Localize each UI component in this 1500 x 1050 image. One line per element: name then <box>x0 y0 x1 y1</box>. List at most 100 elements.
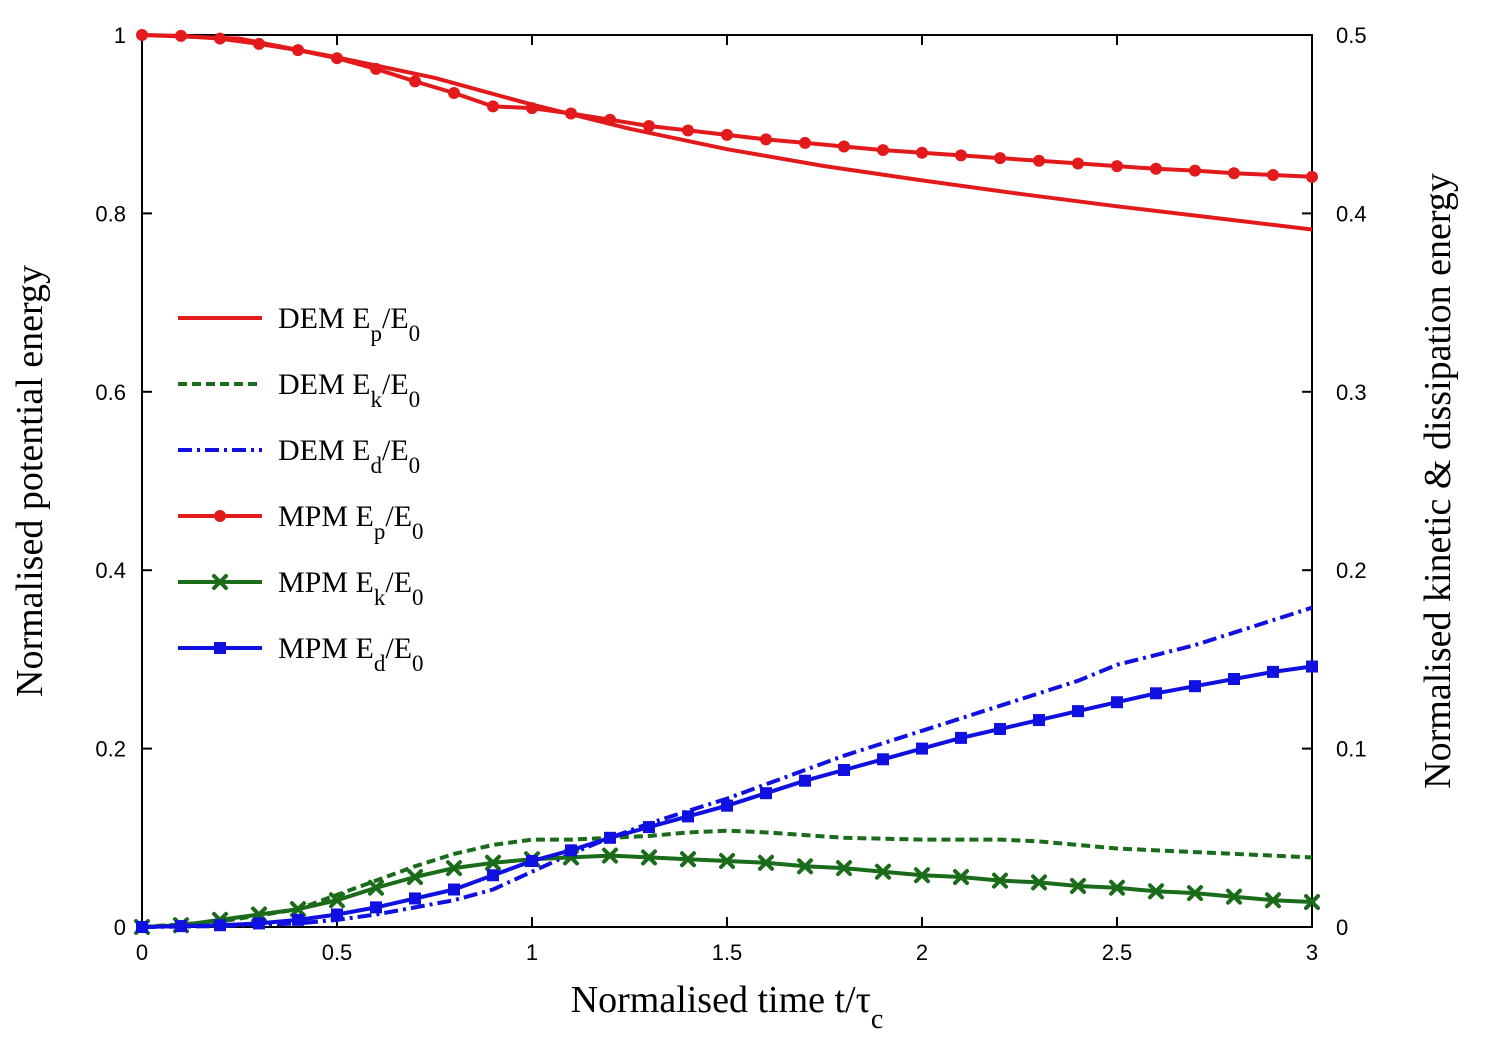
legend-entry: DEM Ed/E0 <box>178 434 420 478</box>
data-point <box>799 136 811 149</box>
data-point <box>446 860 462 877</box>
legend-entry: MPM Ed/E0 <box>178 632 424 676</box>
legend-marker <box>214 642 226 654</box>
ticks-layer: 0 0.5 1 1.5 2 2.5 300.20.40.60.8100.10.20.30.4… <box>95 23 1366 965</box>
data-point <box>214 32 226 45</box>
data-point <box>1031 874 1047 891</box>
data-point <box>1148 883 1164 900</box>
data-point <box>331 52 343 65</box>
series-3 <box>136 29 1318 183</box>
data-point <box>719 852 735 869</box>
legend-label-legend-sub: d <box>371 453 383 478</box>
data-point <box>136 29 148 41</box>
legend-label: DEM Ed/E0 <box>278 434 420 478</box>
legend-entry: MPM Ek/E0 <box>178 566 424 610</box>
legend-label-legend-tail-sub: 0 <box>409 453 421 478</box>
series-layer <box>134 29 1320 935</box>
data-point <box>136 921 148 933</box>
data-point <box>1150 687 1162 700</box>
legend-label: MPM Ep/E0 <box>278 500 424 544</box>
y-left-tick-label: 1 <box>114 23 126 48</box>
data-point <box>1072 157 1084 170</box>
data-point <box>836 860 852 877</box>
data-point <box>1306 660 1318 673</box>
data-point <box>1228 167 1240 180</box>
data-point <box>604 831 616 844</box>
data-point <box>1111 160 1123 173</box>
legend-marker <box>212 574 228 590</box>
data-point <box>253 917 265 930</box>
y-left-tick-label: 0 <box>114 915 126 940</box>
data-point <box>565 844 577 857</box>
legend-label-legend-tail-sub: 0 <box>409 321 421 346</box>
data-point <box>760 133 772 146</box>
legend-label-legend-tail: /E <box>385 632 412 665</box>
data-point <box>487 869 499 882</box>
y-left-tick-label: 0.4 <box>95 558 126 583</box>
data-point <box>1111 696 1123 709</box>
legend-label-legend-sub: k <box>374 585 386 610</box>
y-left-tick-label: 0.6 <box>95 380 126 405</box>
data-point <box>838 140 850 153</box>
data-point <box>409 892 421 905</box>
data-point <box>643 821 655 834</box>
data-point <box>1189 164 1201 177</box>
series-line <box>141 33 1313 179</box>
legend-label-legend-tail: /E <box>382 368 409 401</box>
data-point <box>526 854 538 867</box>
data-point <box>1070 877 1086 894</box>
y-right-tick-label: 0 <box>1336 915 1348 940</box>
legend-entry: MPM Ep/E0 <box>178 500 424 544</box>
legend-label: MPM Ek/E0 <box>278 566 424 610</box>
data-point <box>1072 705 1084 718</box>
legend-label-legend-tail-sub: 0 <box>409 387 421 412</box>
legend-label-legend-main: MPM E <box>278 500 374 533</box>
data-point <box>1304 894 1320 911</box>
data-point <box>292 44 304 57</box>
legend-entry: DEM Ep/E0 <box>178 302 420 346</box>
x-axis-title-main: Normalised time t/τ <box>571 979 871 1021</box>
y-right-tick-label: 0.2 <box>1336 558 1367 583</box>
data-point <box>448 883 460 896</box>
legend-marker <box>214 510 226 522</box>
legend-label-legend-sub: d <box>374 651 386 676</box>
data-point <box>370 62 382 75</box>
data-point <box>1267 665 1279 678</box>
data-point <box>1033 714 1045 727</box>
data-point <box>994 722 1006 735</box>
data-point <box>487 100 499 113</box>
data-point <box>682 124 694 137</box>
data-point <box>1267 169 1279 182</box>
legend-label-legend-tail-sub: 0 <box>412 651 424 676</box>
data-point <box>682 810 694 823</box>
data-point <box>214 919 226 932</box>
legend-label-legend-main: MPM E <box>278 632 374 665</box>
legend-label: DEM Ep/E0 <box>278 302 420 346</box>
data-point <box>916 146 928 159</box>
y-right-tick-label: 0.5 <box>1336 23 1367 48</box>
data-point <box>838 764 850 777</box>
data-point <box>721 128 733 141</box>
data-point <box>290 901 306 918</box>
data-point <box>1109 879 1125 896</box>
legend-label: DEM Ek/E0 <box>278 368 420 412</box>
data-point <box>994 152 1006 165</box>
legend-label-legend-tail: /E <box>385 566 412 599</box>
data-point <box>916 742 928 755</box>
y-right-tick-label: 0.3 <box>1336 380 1367 405</box>
data-point <box>368 879 384 896</box>
data-point <box>329 892 345 909</box>
x-tick-label: 0 <box>136 940 148 965</box>
data-point <box>485 854 501 871</box>
data-point <box>721 799 733 812</box>
data-point <box>602 847 618 864</box>
legend-label-legend-main: DEM E <box>278 302 371 335</box>
data-point <box>448 86 460 99</box>
legend-label-legend-tail: /E <box>382 434 409 467</box>
y-right-tick-label: 0.1 <box>1336 737 1367 762</box>
legend-label-legend-tail-sub: 0 <box>412 585 424 610</box>
series-line <box>141 828 1313 929</box>
data-point <box>877 753 889 766</box>
y-axis-right-title: Normalised kinetic & dissipation energy <box>1417 173 1459 789</box>
